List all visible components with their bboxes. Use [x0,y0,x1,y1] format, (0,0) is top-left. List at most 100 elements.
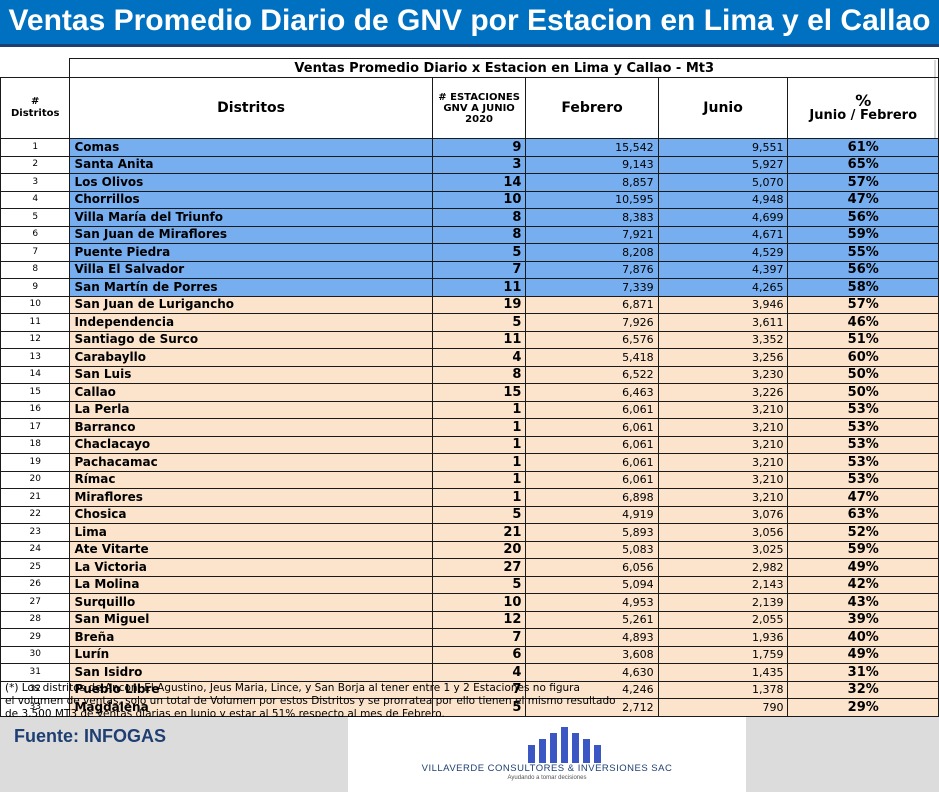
pct-change: 61% [787,138,939,157]
feb-sales: 4,953 [525,593,659,612]
district-name: San Miguel [69,610,433,629]
feb-sales: 6,061 [525,400,659,419]
station-count: 1 [431,488,527,507]
row-number: 31 [0,663,71,682]
jun-sales: 2,055 [657,610,789,629]
source-panel [0,717,348,792]
table-row: 7 Puente Piedra 5 8,208 4,529 55% [0,243,939,262]
feb-sales: 6,061 [525,435,659,454]
pct-change: 47% [787,190,939,209]
jun-sales: 3,946 [657,295,789,314]
feb-sales: 8,208 [525,243,659,262]
feb-sales: 4,919 [525,505,659,524]
jun-sales: 3,226 [657,383,789,402]
row-number: 5 [0,208,71,227]
station-count: 8 [431,225,527,244]
station-count: 4 [431,663,527,682]
row-number: 4 [0,190,71,209]
footnote-line: (*) Los distritos de Ancon, El Agustino,… [5,682,580,694]
feb-sales: 6,061 [525,470,659,489]
district-name: Chosica [69,505,433,524]
station-count: 20 [431,540,527,559]
station-count: 11 [431,330,527,349]
station-count: 14 [431,173,527,192]
row-number: 8 [0,260,71,279]
feb-sales: 5,261 [525,610,659,629]
pct-change: 32% [787,680,939,699]
pct-change: 57% [787,295,939,314]
district-name: San Luis [69,365,433,384]
jun-sales: 3,025 [657,540,789,559]
feb-sales: 7,921 [525,225,659,244]
pct-change: 58% [787,278,939,297]
jun-sales: 3,230 [657,365,789,384]
feb-sales: 6,061 [525,453,659,472]
district-name: Villa El Salvador [69,260,433,279]
district-name: Barranco [69,418,433,437]
station-count: 12 [431,610,527,629]
header-row: # Distritos Distritos # ESTACIONES GNV A … [0,77,939,139]
row-number: 9 [0,278,71,297]
district-name: San Martín de Porres [69,278,433,297]
station-count: 5 [431,313,527,332]
pct-change: 56% [787,260,939,279]
source-label: Fuente: INFOGAS [14,726,166,746]
jun-sales: 2,139 [657,593,789,612]
logo-company-name: VILLAVERDE CONSULTORES & INVERSIONES SAC [421,763,673,774]
feb-sales: 7,339 [525,278,659,297]
district-name: Lurín [69,645,433,664]
row-number: 24 [0,540,71,559]
row-number: 32 [0,680,71,699]
district-name: Villa María del Triunfo [69,208,433,227]
right-panel [746,717,939,792]
station-count: 1 [431,453,527,472]
pct-change: 56% [787,208,939,227]
title-banner: Ventas Promedio Diario de GNV por Estaci… [0,0,939,47]
station-count: 1 [431,470,527,489]
district-name: San Juan de Miraflores [69,225,433,244]
station-count: 3 [431,155,527,174]
header-pct: % Junio / Febrero [787,77,939,139]
table-row: 17 Barranco 1 6,061 3,210 53% [0,418,939,437]
district-name: Magdalena [69,698,433,717]
pct-change: 59% [787,225,939,244]
feb-sales: 6,056 [525,558,659,577]
company-logo: VILLAVERDE CONSULTORES & INVERSIONES SAC… [348,717,746,792]
station-count: 5 [431,505,527,524]
row-number: 15 [0,383,71,402]
table-row: 15 Callao 15 6,463 3,226 50% [0,383,939,402]
row-number: 10 [0,295,71,314]
row-number: 17 [0,418,71,437]
feb-sales: 9,143 [525,155,659,174]
table-title: Ventas Promedio Diario x Estacion en Lim… [69,58,939,78]
row-number: 27 [0,593,71,612]
jun-sales: 4,948 [657,190,789,209]
feb-sales: 2,712 [525,698,659,717]
district-name: San Juan de Lurigancho [69,295,433,314]
table-row: 12 Santiago de Surco 11 6,576 3,352 51% [0,330,939,349]
station-count: 15 [431,383,527,402]
table-row: 32 Pueblo Libre 7 4,246 1,378 32% [0,680,939,699]
district-name: Callao [69,383,433,402]
pct-change: 53% [787,470,939,489]
table-row: 3 Los Olivos 14 8,857 5,070 57% [0,173,939,192]
district-name: La Victoria [69,558,433,577]
sales-table: Ventas Promedio Diario x Estacion en Lim… [0,58,939,735]
table-row: 21 Miraflores 1 6,898 3,210 47% [0,488,939,507]
station-count: 8 [431,365,527,384]
row-number: 28 [0,610,71,629]
jun-sales: 1,435 [657,663,789,682]
table-row: 20 Rímac 1 6,061 3,210 53% [0,470,939,489]
pct-change: 51% [787,330,939,349]
feb-sales: 5,094 [525,575,659,594]
pct-change: 53% [787,453,939,472]
table-row: 27 Surquillo 10 4,953 2,139 43% [0,593,939,612]
district-name: Ate Vitarte [69,540,433,559]
station-count: 9 [431,138,527,157]
table-row: 10 San Juan de Lurigancho 19 6,871 3,946 57% [0,295,939,314]
station-count: 7 [431,680,527,699]
row-number: 3 [0,173,71,192]
pct-change: 53% [787,400,939,419]
district-name: La Perla [69,400,433,419]
station-count: 10 [431,593,527,612]
